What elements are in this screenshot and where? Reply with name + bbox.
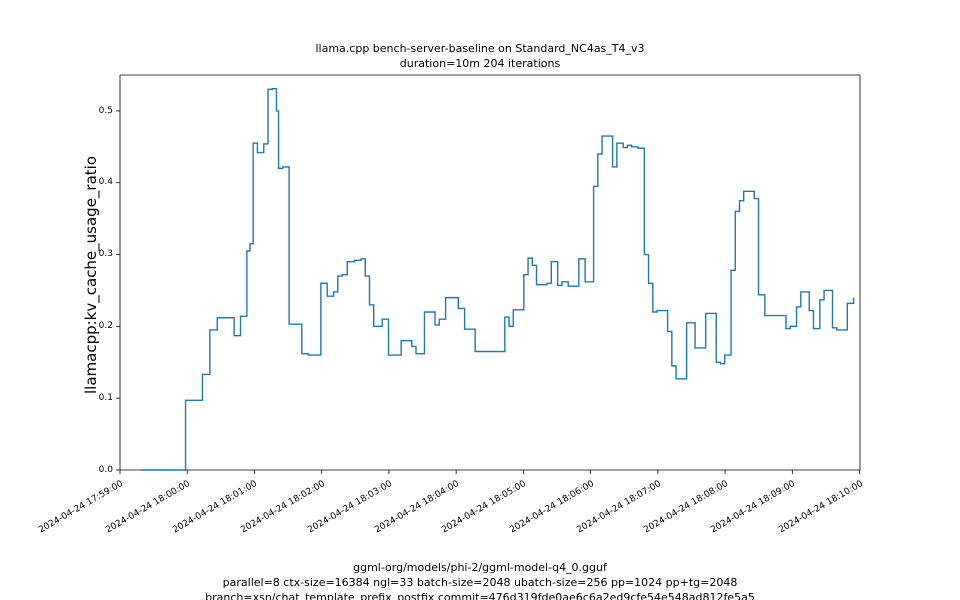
y-tick-label: 0.3 <box>99 249 113 259</box>
footer-line-2: parallel=8 ctx-size=16384 ngl=33 batch-s… <box>0 576 960 589</box>
y-tick-label: 0.1 <box>99 393 113 403</box>
footer-line-1: ggml-org/models/phi-2/ggml-model-q4_0.gg… <box>0 561 960 574</box>
y-tick-label: 0.4 <box>99 177 113 187</box>
chart-container: llama.cpp bench-server-baseline on Stand… <box>0 0 960 600</box>
y-tick-label: 0.0 <box>99 465 113 475</box>
y-tick-label: 0.5 <box>99 106 113 116</box>
footer-line-3: branch=xsn/chat_template_prefix_postfix … <box>0 591 960 600</box>
y-axis-label: llamacpp:kv_cache_usage_ratio <box>82 156 100 394</box>
y-tick-label: 0.2 <box>99 321 113 331</box>
